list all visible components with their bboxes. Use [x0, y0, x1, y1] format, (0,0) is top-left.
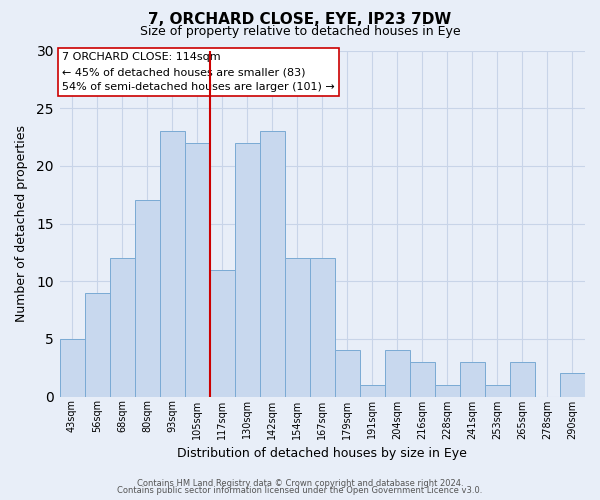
Bar [110, 258, 134, 396]
Bar [485, 385, 510, 396]
Bar [510, 362, 535, 396]
Bar [435, 385, 460, 396]
Y-axis label: Number of detached properties: Number of detached properties [15, 125, 28, 322]
Bar [134, 200, 160, 396]
Bar [160, 131, 185, 396]
Bar [460, 362, 485, 396]
Bar [360, 385, 385, 396]
Text: Contains public sector information licensed under the Open Government Licence v3: Contains public sector information licen… [118, 486, 482, 495]
Bar [209, 270, 235, 396]
Text: 7 ORCHARD CLOSE: 114sqm
← 45% of detached houses are smaller (83)
54% of semi-de: 7 ORCHARD CLOSE: 114sqm ← 45% of detache… [62, 52, 335, 92]
Bar [260, 131, 285, 396]
Bar [410, 362, 435, 396]
Bar [560, 374, 585, 396]
Bar [385, 350, 410, 397]
Text: Contains HM Land Registry data © Crown copyright and database right 2024.: Contains HM Land Registry data © Crown c… [137, 478, 463, 488]
Bar [335, 350, 360, 397]
Text: 7, ORCHARD CLOSE, EYE, IP23 7DW: 7, ORCHARD CLOSE, EYE, IP23 7DW [148, 12, 452, 28]
Text: Size of property relative to detached houses in Eye: Size of property relative to detached ho… [140, 25, 460, 38]
Bar [185, 143, 209, 397]
X-axis label: Distribution of detached houses by size in Eye: Distribution of detached houses by size … [178, 447, 467, 460]
Bar [285, 258, 310, 396]
Bar [310, 258, 335, 396]
Bar [235, 143, 260, 397]
Bar [59, 339, 85, 396]
Bar [85, 292, 110, 397]
